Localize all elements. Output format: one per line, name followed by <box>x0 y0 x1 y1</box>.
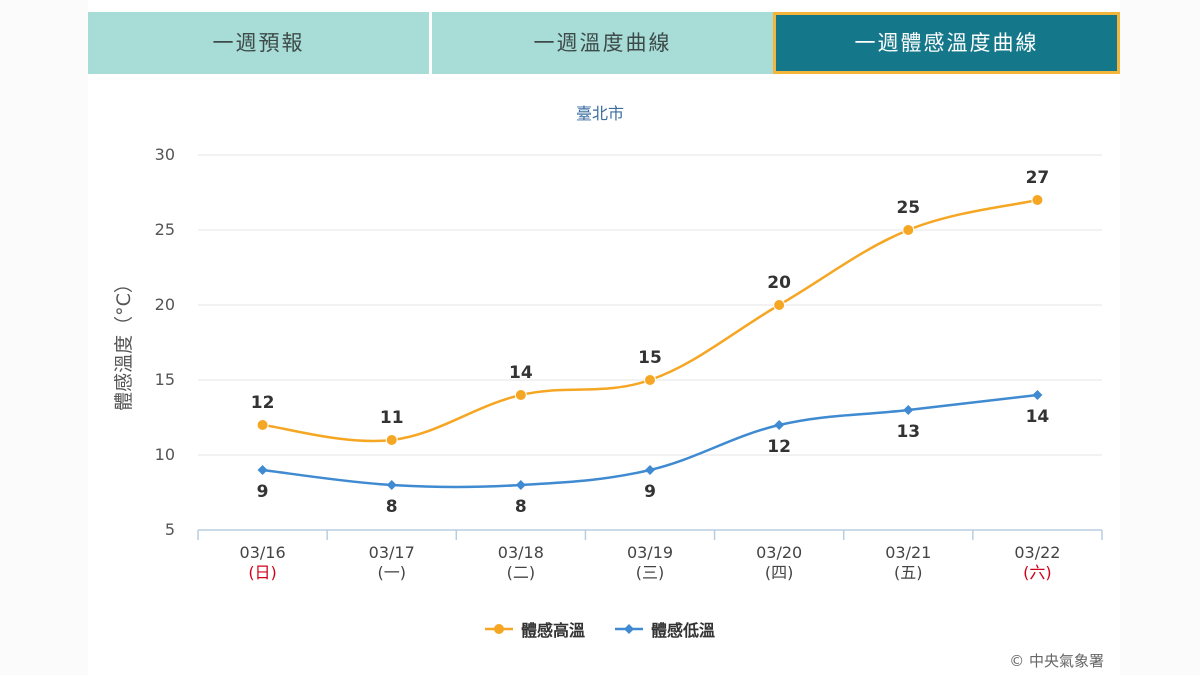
x-weekday-label: (日) <box>248 563 277 582</box>
x-weekday-label: (一) <box>377 563 406 582</box>
x-weekday-label: (六) <box>1023 563 1052 582</box>
y-tick-label: 10 <box>155 445 175 464</box>
data-point-low <box>1032 390 1043 400</box>
data-label-low: 13 <box>896 422 920 442</box>
y-tick-label: 30 <box>155 145 175 164</box>
data-label-low: 9 <box>644 482 656 502</box>
legend-high-label: 體感高溫 <box>520 621 585 640</box>
data-label-high: 20 <box>767 273 791 293</box>
legend-item-high[interactable]: 體感高溫 <box>484 617 585 641</box>
data-label-low: 8 <box>515 497 527 517</box>
legend-low-marker <box>615 624 643 634</box>
data-point-low <box>515 480 526 490</box>
data-label-high: 15 <box>638 348 662 368</box>
left-margin <box>0 0 88 675</box>
legend-high-marker <box>484 624 513 634</box>
data-label-low: 12 <box>767 437 791 457</box>
chart-legend: 體感高溫 體感低溫 <box>0 617 1200 641</box>
y-tick-label: 25 <box>155 220 175 239</box>
y-tick-label: 5 <box>165 520 175 539</box>
x-weekday-label: (四) <box>765 563 794 582</box>
x-tick-label: 03/18 <box>498 543 544 562</box>
data-point-high <box>385 434 398 446</box>
data-label-high: 14 <box>509 363 533 383</box>
data-point-low <box>903 405 914 415</box>
data-label-high: 27 <box>1026 168 1050 188</box>
x-weekday-label: (三) <box>636 563 665 582</box>
data-point-low <box>386 480 397 490</box>
x-tick-label: 03/19 <box>627 543 673 562</box>
data-point-low <box>645 465 655 475</box>
legend-low-label: 體感低溫 <box>651 621 716 640</box>
x-tick-label: 03/16 <box>240 543 286 562</box>
x-tick-label: 03/21 <box>885 543 931 562</box>
y-tick-label: 20 <box>155 295 175 314</box>
x-tick-label: 03/22 <box>1014 543 1060 562</box>
tab-weekly-apparent-temperature-curve[interactable]: 一週體感溫度曲線 <box>773 12 1120 74</box>
data-label-high: 25 <box>896 198 920 218</box>
data-point-low <box>774 420 785 430</box>
data-point-high <box>902 224 915 236</box>
x-tick-label: 03/20 <box>756 543 802 562</box>
tab-weekly-forecast[interactable]: 一週預報 <box>88 12 429 74</box>
data-label-low: 9 <box>257 482 269 502</box>
data-point-high <box>1031 194 1044 206</box>
right-margin <box>1120 0 1200 675</box>
data-label-low: 8 <box>386 497 398 517</box>
y-axis-label: 體感溫度（°C） <box>113 274 135 411</box>
credit-text: © 中央氣象署 <box>1009 652 1104 670</box>
x-weekday-label: (二) <box>507 563 536 582</box>
data-label-high: 11 <box>380 408 404 428</box>
x-weekday-label: (五) <box>894 563 923 582</box>
data-point-high <box>773 299 786 311</box>
data-point-low <box>257 465 268 475</box>
chart-title: 臺北市 <box>575 104 624 123</box>
data-label-high: 12 <box>251 393 275 413</box>
data-point-high <box>514 389 527 401</box>
legend-item-low[interactable]: 體感低溫 <box>615 617 715 641</box>
tab-weekly-temperature-curve[interactable]: 一週溫度曲線 <box>432 12 773 74</box>
x-tick-label: 03/17 <box>369 543 415 562</box>
data-label-low: 14 <box>1026 407 1050 427</box>
data-point-high <box>644 374 656 386</box>
data-point-high <box>256 419 269 431</box>
y-tick-label: 15 <box>155 370 175 389</box>
tab-bar: 一週預報 一週溫度曲線 一週體感溫度曲線 <box>88 12 1120 74</box>
series-line-high <box>262 198 1038 443</box>
